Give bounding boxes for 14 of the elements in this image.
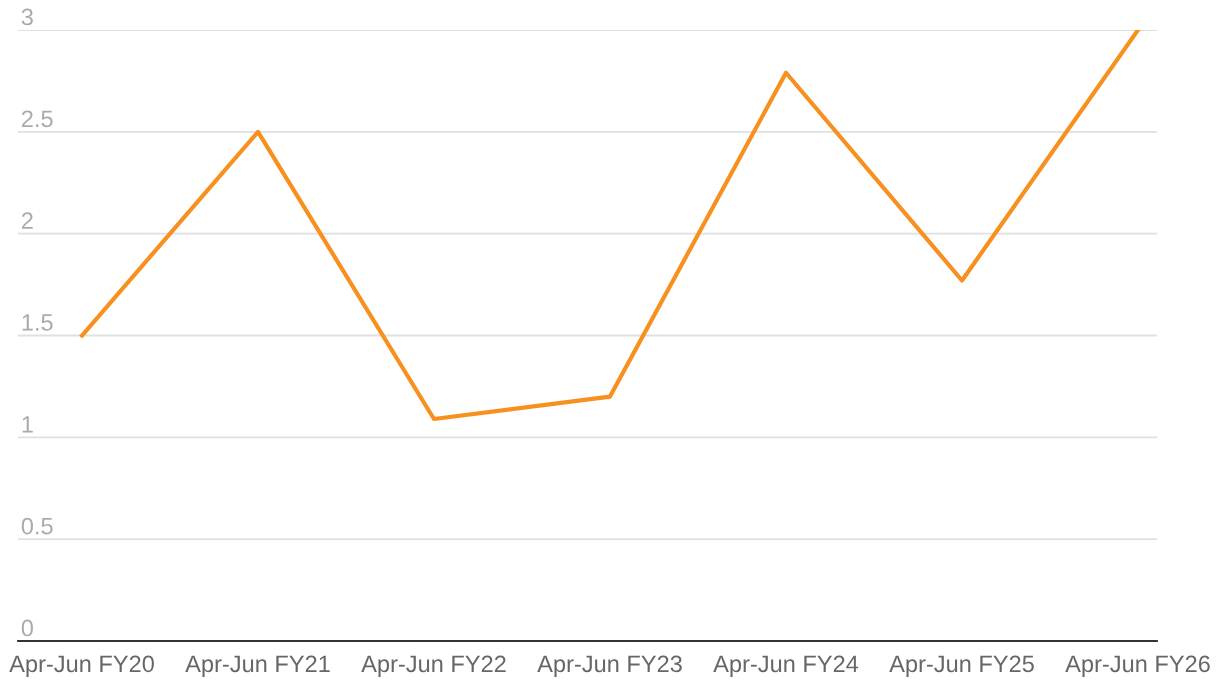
y-tick-label: 2 bbox=[21, 212, 33, 229]
y-tick-label: 1 bbox=[22, 416, 33, 433]
x-tick-label: Apr-Jun FY24 bbox=[713, 655, 859, 677]
y-tick-label: 2.5 bbox=[21, 110, 53, 128]
y-tick-label: 0.5 bbox=[21, 517, 53, 535]
x-tick-label: Apr-Jun FY20 bbox=[9, 655, 154, 677]
x-tick-label: Apr-Jun FY25 bbox=[889, 655, 1034, 677]
x-tick-label: Apr-Jun FY26 bbox=[1065, 655, 1210, 677]
y-tick-label: 0 bbox=[21, 619, 33, 637]
x-tick-label: Apr-Jun FY23 bbox=[537, 655, 682, 677]
x-tick-label: Apr-Jun FY21 bbox=[185, 655, 330, 677]
y-tick-label: 3 bbox=[21, 8, 33, 26]
x-tick-label: Apr-Jun FY22 bbox=[361, 655, 506, 677]
y-tick-label: 1.5 bbox=[22, 314, 53, 331]
